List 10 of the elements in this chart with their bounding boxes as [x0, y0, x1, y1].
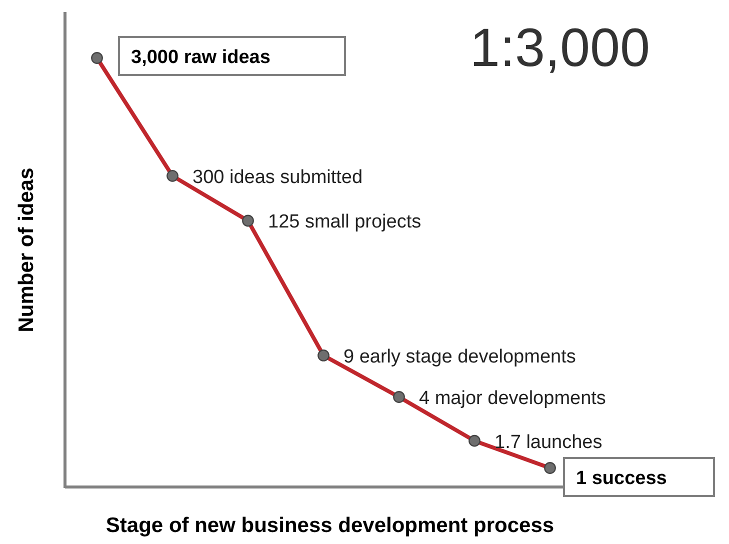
y-axis-title: Number of ideas [15, 168, 38, 332]
data-label: 9 early stage developments [344, 346, 576, 368]
x-axis-title: Stage of new business development process [106, 514, 554, 537]
data-label: 300 ideas submitted [192, 166, 363, 188]
data-label: 1.7 launches [494, 432, 602, 453]
data-label: 4 major developments [419, 388, 606, 410]
data-label: 3,000 raw ideas [131, 47, 270, 68]
data-label: 1 success [576, 468, 667, 489]
data-label: 125 small projects [268, 212, 422, 233]
annotation: 1:3,000 [470, 18, 650, 78]
